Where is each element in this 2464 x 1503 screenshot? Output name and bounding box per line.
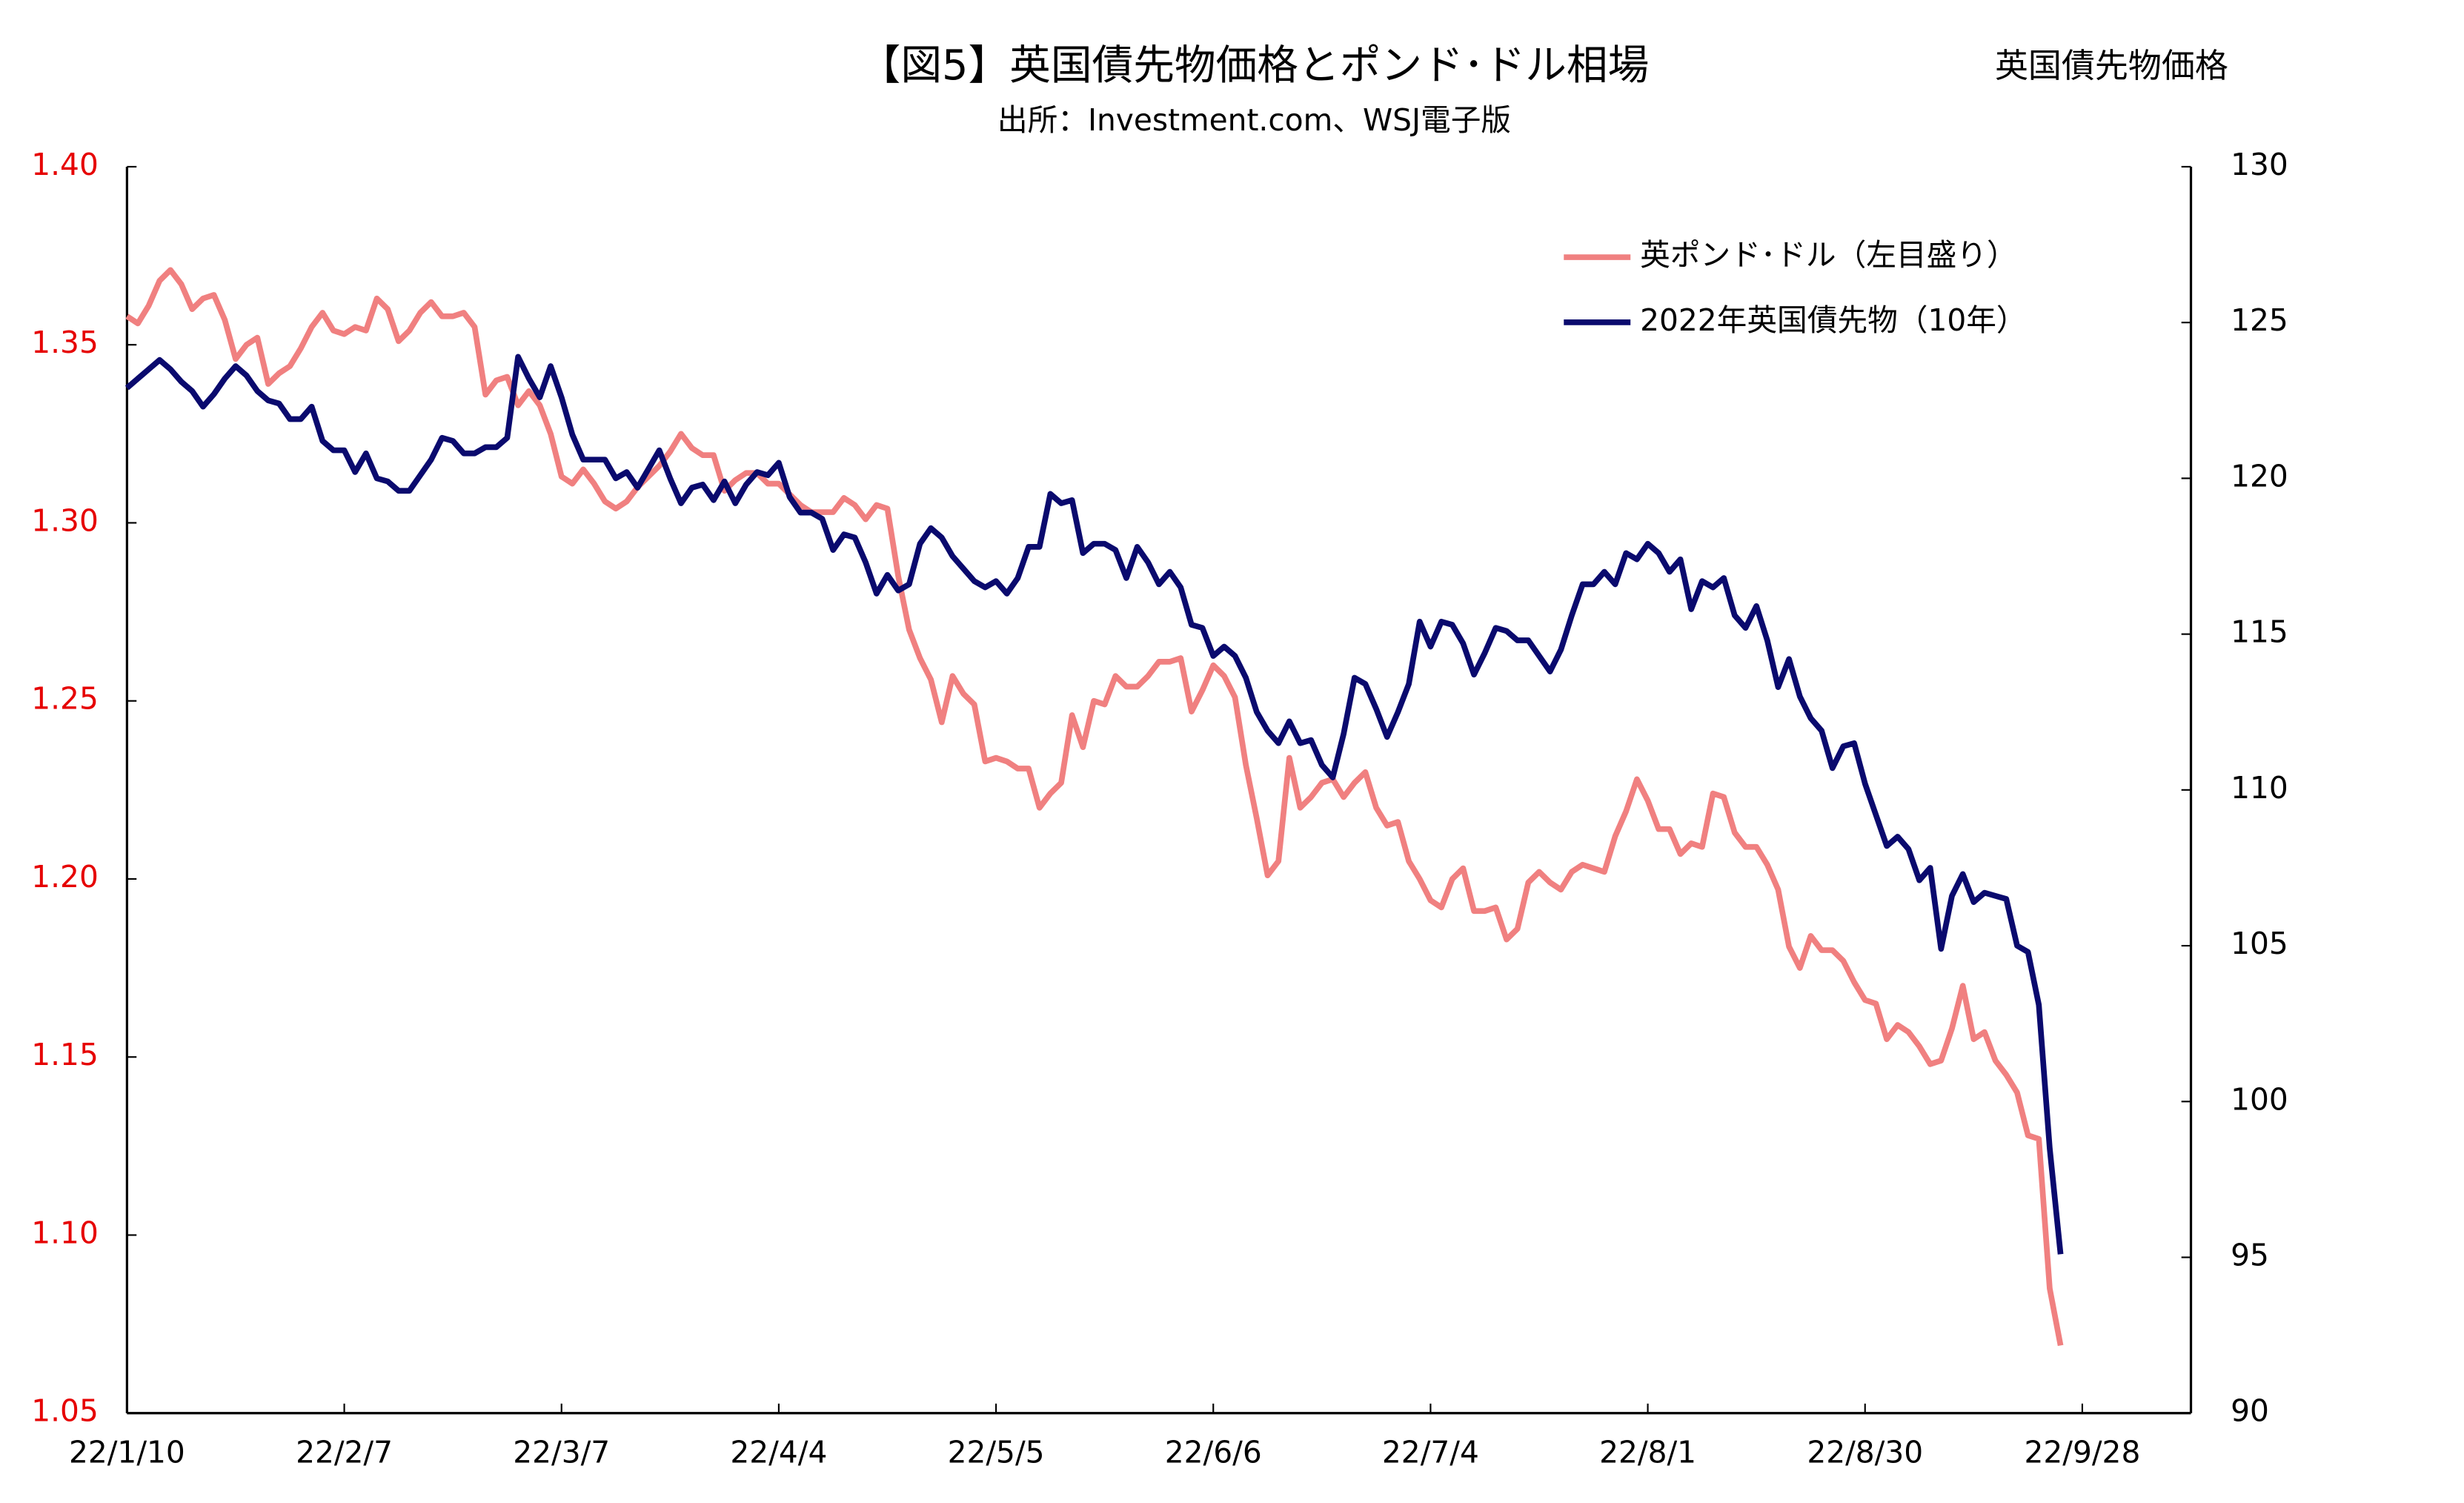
x-tick-label: 22/2/7 (296, 1434, 393, 1470)
y2-tick-label: 115 (2231, 614, 2288, 650)
y2-tick-label: 120 (2231, 458, 2288, 494)
x-tick-label: 22/6/6 (1165, 1434, 1262, 1470)
series-line (125, 267, 2064, 1347)
y-tick-label: 1.30 (31, 502, 99, 538)
chart-title: 【図5】英国債先物価格とポンド･ドル相場 (860, 42, 1650, 90)
x-tick-label: 22/5/5 (948, 1434, 1045, 1470)
legend-label: 2022年英国債先物（10年） (1640, 302, 2027, 338)
y2-tick-label: 110 (2231, 770, 2288, 806)
y2-axis-label: 英国債先物価格 (1995, 46, 2228, 85)
y2-tick-label: 90 (2231, 1393, 2269, 1429)
x-tick-label: 22/9/28 (2024, 1434, 2140, 1470)
y2-tick-label: 130 (2231, 147, 2288, 182)
y-tick-label: 1.15 (31, 1037, 99, 1072)
x-tick-label: 22/8/30 (1807, 1434, 1923, 1470)
y-tick-label: 1.10 (31, 1215, 99, 1250)
x-tick-label: 22/3/7 (513, 1434, 610, 1470)
x-tick-label: 22/4/4 (730, 1434, 827, 1470)
x-tick-label: 22/1/10 (69, 1434, 185, 1470)
chart-subtitle: 出所：Investment.com、WSJ電子版 (997, 102, 1511, 138)
legend-label: 英ポンド･ドル（左目盛り） (1640, 237, 2017, 273)
y2-tick-label: 100 (2231, 1081, 2288, 1117)
x-tick-label: 22/8/1 (1599, 1434, 1696, 1470)
y2-tick-label: 105 (2231, 926, 2288, 961)
y2-tick-label: 95 (2231, 1238, 2269, 1273)
series-line (124, 354, 2064, 1255)
y2-tick-label: 125 (2231, 302, 2288, 338)
y-tick-label: 1.20 (31, 859, 99, 895)
y-tick-label: 1.25 (31, 681, 99, 717)
y-tick-label: 1.35 (31, 325, 99, 360)
y-tick-label: 1.05 (31, 1393, 99, 1429)
x-tick-label: 22/7/4 (1382, 1434, 1479, 1470)
y-tick-label: 1.40 (31, 147, 99, 182)
